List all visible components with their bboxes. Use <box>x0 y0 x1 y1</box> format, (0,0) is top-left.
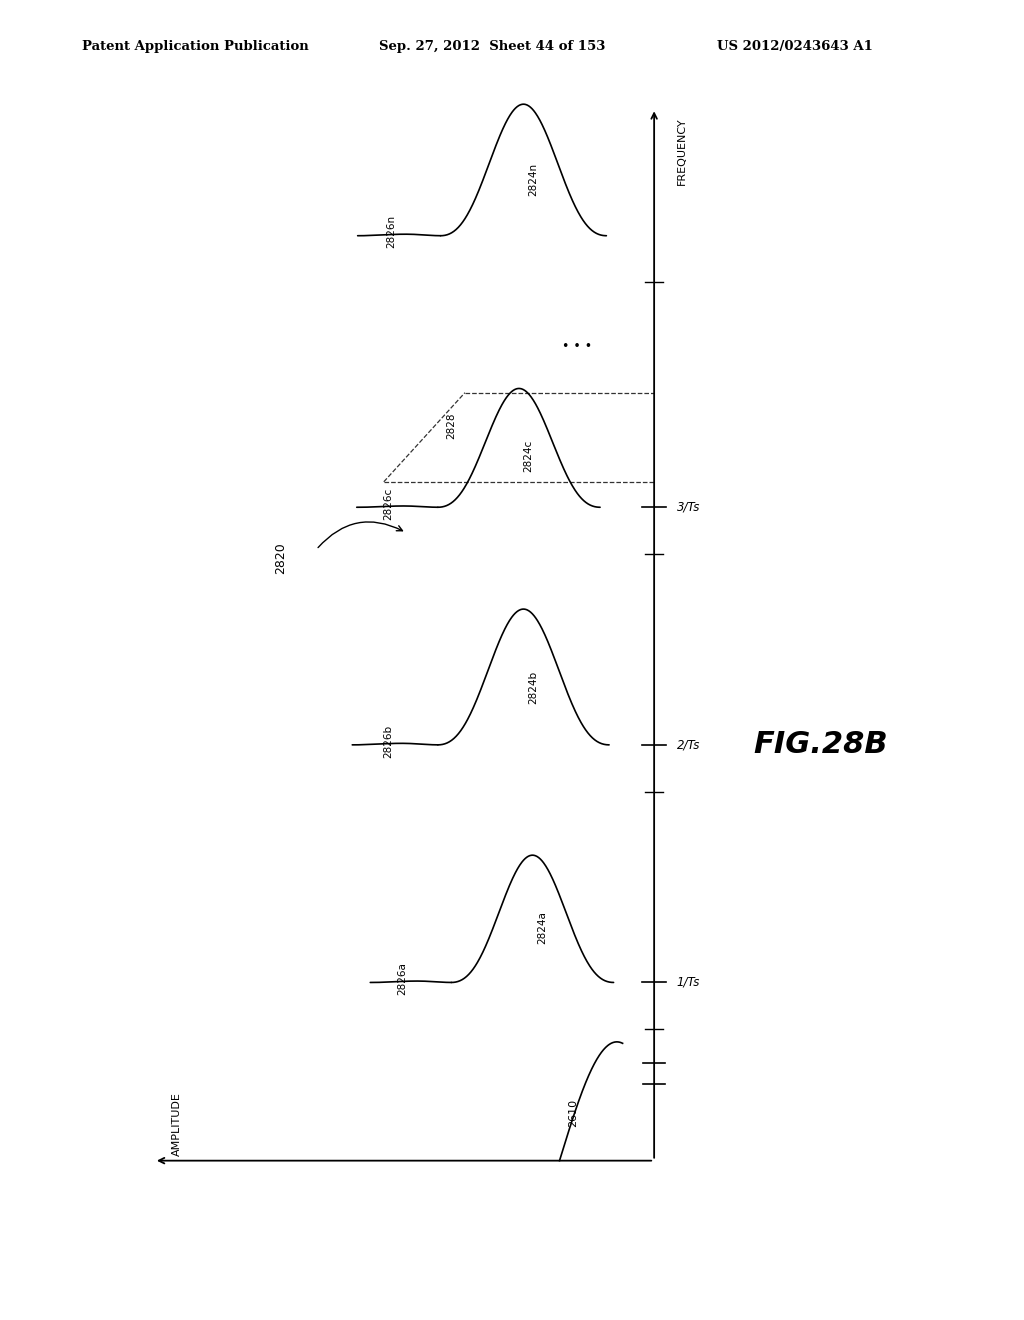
Text: 2826c: 2826c <box>383 487 393 520</box>
Text: 2/Ts: 2/Ts <box>677 738 700 751</box>
Text: Sep. 27, 2012  Sheet 44 of 153: Sep. 27, 2012 Sheet 44 of 153 <box>379 40 605 53</box>
Text: 2824b: 2824b <box>528 671 538 704</box>
Text: 3/Ts: 3/Ts <box>677 500 700 513</box>
Text: 2824a: 2824a <box>537 911 547 944</box>
Text: 1/Ts: 1/Ts <box>677 975 700 989</box>
Text: Patent Application Publication: Patent Application Publication <box>82 40 308 53</box>
Text: 2824c: 2824c <box>523 440 534 471</box>
Text: • • •: • • • <box>562 339 593 352</box>
Text: 2828: 2828 <box>446 413 457 440</box>
Text: FIG.28B: FIG.28B <box>754 730 888 759</box>
Text: FREQUENCY: FREQUENCY <box>677 117 687 185</box>
Text: 2610: 2610 <box>568 1098 579 1127</box>
Text: 2826b: 2826b <box>383 725 393 758</box>
Text: AMPLITUDE: AMPLITUDE <box>172 1093 181 1156</box>
Text: 2826a: 2826a <box>397 962 407 995</box>
Text: US 2012/0243643 A1: US 2012/0243643 A1 <box>717 40 872 53</box>
Text: 2824n: 2824n <box>528 164 538 197</box>
Text: 2820: 2820 <box>273 543 287 574</box>
Text: 2826n: 2826n <box>386 215 396 248</box>
